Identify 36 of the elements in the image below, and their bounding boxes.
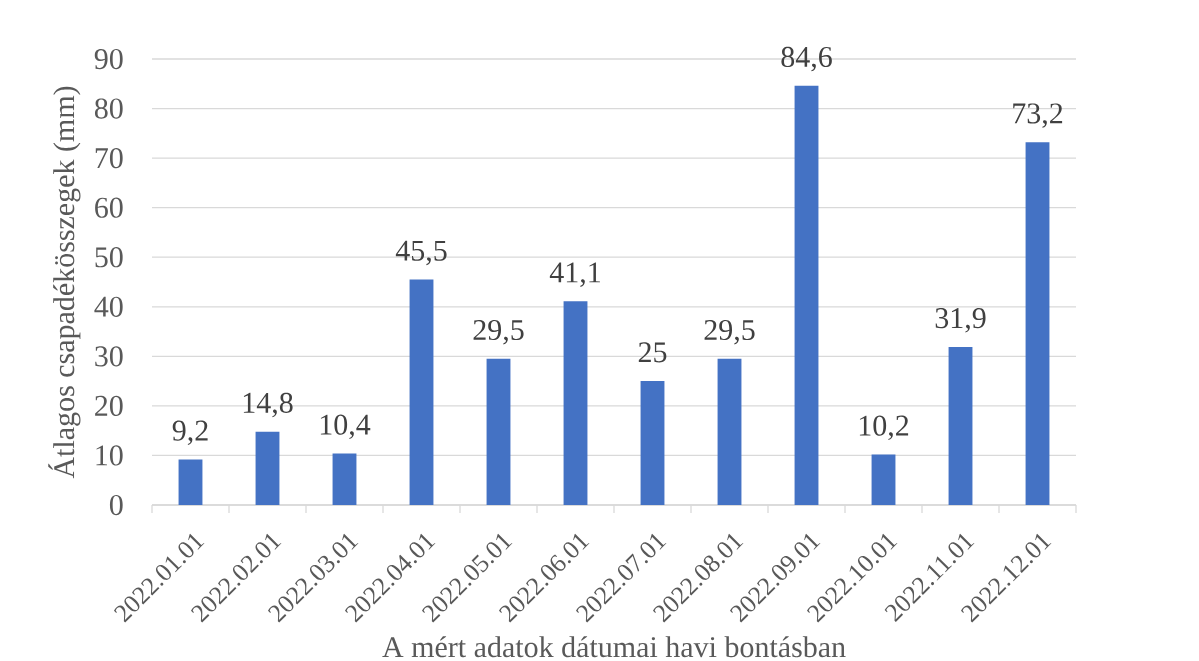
bar <box>332 453 357 505</box>
bar <box>563 301 588 505</box>
y-tick-label: 70 <box>95 147 123 169</box>
data-label: 10,4 <box>320 414 371 440</box>
bar <box>794 85 819 505</box>
bar <box>255 431 280 505</box>
data-label: 45,5 <box>395 240 447 266</box>
y-tick-label: 10 <box>96 445 123 466</box>
x-axis-title: A mért adatok dátumai havi bontásban <box>382 636 846 658</box>
bar <box>1025 142 1050 505</box>
y-tick-label: 50 <box>95 247 123 268</box>
bar <box>178 459 203 505</box>
bar <box>871 454 896 505</box>
y-tick-label: 40 <box>94 296 123 317</box>
y-tick-label: 60 <box>95 197 123 218</box>
data-label: 25 <box>638 342 667 363</box>
data-label: 84,6 <box>781 46 832 72</box>
data-label: 29,5 <box>704 319 755 345</box>
bar <box>409 279 434 505</box>
bar <box>717 358 742 505</box>
y-tick-label: 0 <box>109 494 123 516</box>
data-label: 29,5 <box>473 319 524 345</box>
y-tick-label: 90 <box>94 48 123 70</box>
bar <box>948 346 973 505</box>
data-label: 41,1 <box>549 262 600 287</box>
y-tick-label: 20 <box>95 395 123 417</box>
y-tick-label: 30 <box>95 346 123 367</box>
bar <box>640 381 665 505</box>
data-label: 73,2 <box>1013 103 1063 128</box>
data-label: 9,2 <box>172 420 208 446</box>
data-label: 14,8 <box>243 392 293 418</box>
bar <box>486 358 511 505</box>
y-tick-label: 80 <box>94 98 123 119</box>
y-axis-title: Átlagos csapadékösszegek (mm) <box>48 86 81 479</box>
data-label: 31,9 <box>935 308 986 333</box>
data-label: 10,2 <box>859 415 909 441</box>
